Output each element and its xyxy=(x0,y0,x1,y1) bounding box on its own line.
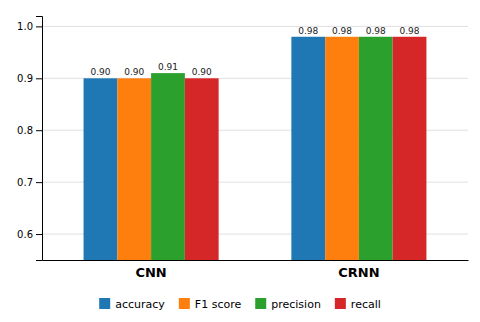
bars xyxy=(84,37,427,260)
legend-swatch xyxy=(179,298,190,309)
data-label: 0.98 xyxy=(400,26,420,36)
y-tick-label: 1.0 xyxy=(17,21,33,32)
y-axis-line xyxy=(36,17,43,261)
x-axis-line xyxy=(43,260,469,261)
y-tick-label: 0.6 xyxy=(17,229,33,240)
y-tick: 0.9 xyxy=(17,73,42,84)
bar xyxy=(117,78,151,260)
data-label: 0.90 xyxy=(124,67,144,77)
y-tick: 0.8 xyxy=(17,125,42,136)
y-tick-mark xyxy=(36,78,42,79)
data-label: 0.98 xyxy=(298,26,318,36)
y-tick-label: 0.7 xyxy=(17,177,33,188)
chart: 0.60.70.80.91.0CNNCRNN0.900.980.900.980.… xyxy=(0,0,480,322)
legend-item: recall xyxy=(335,298,381,311)
x-axis: CNN CRNN xyxy=(43,261,469,281)
data-label: 0.98 xyxy=(332,26,352,36)
bar xyxy=(291,37,325,260)
y-axis: 0.6 0.7 0.8 0.9 1.0 xyxy=(17,17,42,261)
legend-item: precision xyxy=(255,298,321,311)
legend: accuracy F1 score precision recall xyxy=(99,298,381,311)
x-tick-label: CRNN xyxy=(338,265,379,280)
legend-swatch xyxy=(335,298,346,309)
legend-item: F1 score xyxy=(179,298,242,311)
legend-swatch xyxy=(99,298,110,309)
data-label: 0.91 xyxy=(158,62,178,72)
y-tick-mark xyxy=(36,26,42,27)
bar xyxy=(84,78,118,260)
x-tick-label: CNN xyxy=(135,265,166,280)
bar xyxy=(359,37,393,260)
legend-label: recall xyxy=(351,298,381,311)
y-tick: 0.7 xyxy=(17,177,42,188)
data-labels: 0.90 0.98 0.90 0.98 0.91 0.98 0.90 0.98 xyxy=(90,26,419,78)
bar xyxy=(325,37,359,260)
bar xyxy=(393,37,427,260)
legend-label: accuracy xyxy=(115,298,165,311)
y-tick-mark xyxy=(36,182,42,183)
legend-item: accuracy xyxy=(99,298,165,311)
y-tick: 1.0 xyxy=(17,21,42,32)
y-tick-mark xyxy=(36,130,42,131)
y-tick-mark xyxy=(36,234,42,235)
x-tick: CRNN xyxy=(338,265,379,280)
bar xyxy=(185,78,219,260)
data-label: 0.98 xyxy=(366,26,386,36)
data-label: 0.90 xyxy=(192,67,212,77)
bar xyxy=(151,73,185,260)
y-tick-label: 0.9 xyxy=(17,73,33,84)
plot: 0.60.70.80.91.0CNNCRNN0.900.980.900.980.… xyxy=(17,17,468,281)
legend-swatch xyxy=(255,298,266,309)
legend-label: precision xyxy=(271,298,321,311)
x-tick: CNN xyxy=(135,265,166,280)
data-label: 0.90 xyxy=(90,67,110,77)
y-tick-label: 0.8 xyxy=(17,125,33,136)
legend-label: F1 score xyxy=(195,298,242,311)
y-tick: 0.6 xyxy=(17,229,42,240)
